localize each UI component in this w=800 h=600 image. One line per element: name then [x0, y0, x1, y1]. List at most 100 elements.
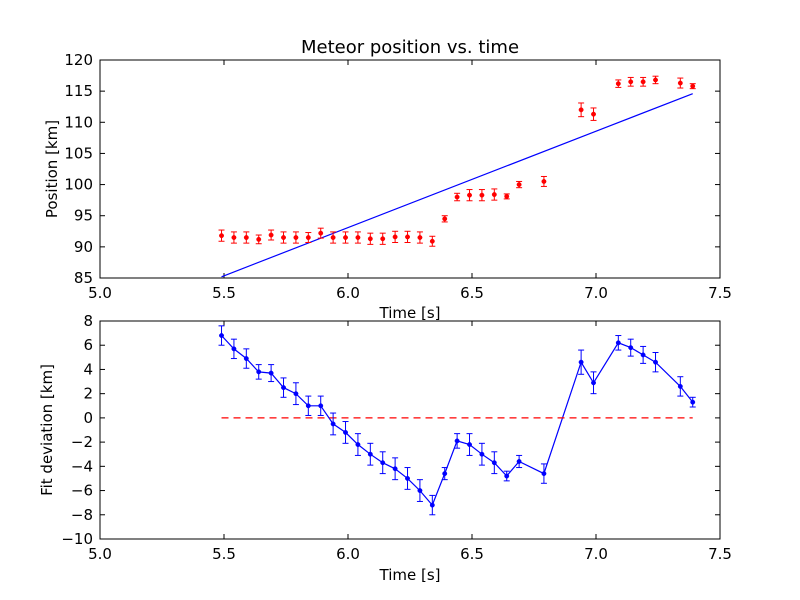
- deviation-ytick-label: 6: [83, 336, 93, 354]
- position-data-point: [491, 192, 497, 197]
- deviation-data-point: [405, 475, 410, 481]
- position-data-point: [467, 192, 472, 198]
- position-data-point: [429, 238, 435, 244]
- position-data-point: [504, 193, 510, 199]
- deviation-ytick-label: −6: [71, 482, 93, 500]
- position-plot-title: Meteor position vs. time: [301, 37, 519, 58]
- position-xtick-label: 7.5: [708, 284, 732, 302]
- deviation-data-point: [690, 399, 696, 405]
- position-data-point: [281, 235, 286, 240]
- position-data-point: [243, 235, 249, 240]
- deviation-data-point: [578, 359, 584, 365]
- position-data-point: [417, 235, 423, 240]
- position-plot: Meteor position vs. time Time [s] Positi…: [43, 37, 732, 322]
- position-data-point: [330, 235, 336, 240]
- position-data-point: [541, 179, 547, 184]
- position-data-point: [268, 232, 274, 238]
- deviation-data-point: [293, 391, 299, 397]
- deviation-data-point: [281, 385, 286, 391]
- deviation-xtick-label: 5.5: [212, 545, 236, 563]
- position-data-point: [318, 230, 324, 236]
- deviation-ytick-label: −4: [71, 457, 93, 475]
- deviation-data-point: [467, 442, 472, 447]
- deviation-plot-ylabel: Fit deviation [km]: [38, 364, 56, 496]
- deviation-data-point: [677, 383, 683, 389]
- deviation-xtick-label: 6.0: [336, 545, 360, 563]
- position-data-point: [516, 182, 522, 188]
- position-data-point: [690, 83, 696, 89]
- position-data-point: [392, 234, 398, 240]
- deviation-data-point: [343, 429, 348, 435]
- deviation-data-point: [516, 459, 522, 464]
- deviation-data-point: [653, 359, 658, 365]
- deviation-ytick-label: −10: [61, 530, 93, 548]
- deviation-data-point: [429, 502, 435, 508]
- deviation-data-point: [628, 345, 634, 351]
- position-xtick-label: 5.5: [212, 284, 236, 302]
- position-data-point: [591, 111, 596, 117]
- deviation-data-point: [268, 370, 274, 376]
- deviation-plot: Time [s] Fit deviation [km] 5.0 5.5 6.0 6.5…: [38, 312, 732, 584]
- position-data-point: [367, 236, 373, 242]
- deviation-data-point: [591, 380, 596, 386]
- deviation-data-point: [640, 352, 646, 358]
- deviation-data-point: [318, 403, 324, 409]
- deviation-data-point: [231, 346, 237, 352]
- deviation-data-point: [256, 369, 262, 375]
- deviation-xtick-label: 7.0: [584, 545, 608, 563]
- deviation-data-point: [219, 333, 224, 338]
- position-data-point: [640, 79, 646, 85]
- position-data-point: [343, 235, 348, 240]
- deviation-ytick-label: 0: [83, 409, 93, 427]
- position-xtick-label: 5.0: [88, 284, 112, 302]
- deviation-data-point: [367, 451, 373, 457]
- position-xtick-label: 6.5: [460, 284, 484, 302]
- deviation-xtick-label: 7.5: [708, 545, 732, 563]
- deviation-line: [221, 335, 694, 507]
- position-data-point: [615, 81, 621, 87]
- position-ytick-label: 90: [74, 238, 93, 256]
- position-data-point: [653, 77, 658, 83]
- position-data-point: [628, 79, 634, 85]
- deviation-data-point: [417, 488, 423, 494]
- position-data-point: [305, 235, 311, 240]
- deviation-data-point: [330, 421, 336, 427]
- deviation-xtick-label: 5.0: [88, 545, 112, 563]
- position-plot-ylabel: Position [km]: [43, 120, 61, 218]
- position-ytick-label: 110: [64, 113, 93, 131]
- position-axes-frame: [99, 59, 721, 279]
- position-ytick-label: 95: [74, 207, 93, 225]
- deviation-ytick-label: 4: [83, 360, 93, 378]
- position-data-point: [231, 235, 237, 240]
- position-plot-xlabel: Time [s]: [379, 304, 441, 322]
- deviation-ytick-label: 8: [83, 312, 93, 330]
- position-ytick-label: 105: [64, 144, 93, 162]
- fit-line: [221, 93, 693, 278]
- position-data-point: [479, 192, 485, 198]
- deviation-data-point: [392, 466, 398, 472]
- deviation-data-point: [504, 473, 510, 479]
- position-xtick-label: 6.0: [336, 284, 360, 302]
- deviation-ytick-label: −2: [71, 433, 93, 451]
- deviation-data-point: [305, 403, 311, 409]
- position-ytick-label: 120: [64, 51, 93, 69]
- deviation-data-point: [442, 471, 448, 477]
- deviation-ytick-label: −8: [71, 506, 93, 524]
- deviation-xtick-label: 6.5: [460, 545, 484, 563]
- position-data-point: [454, 194, 460, 200]
- deviation-data-point: [380, 460, 386, 466]
- deviation-data-point: [479, 451, 485, 457]
- position-ytick-label: 115: [64, 82, 93, 100]
- position-data-point: [677, 80, 683, 86]
- position-data-point: [219, 233, 224, 239]
- position-data-point: [256, 236, 262, 242]
- position-data-point: [293, 235, 299, 240]
- deviation-data-point: [491, 460, 497, 466]
- position-data-point: [442, 216, 448, 222]
- position-ytick-label: 100: [64, 176, 93, 194]
- deviation-data-point: [615, 340, 621, 346]
- deviation-plot-xlabel: Time [s]: [379, 566, 441, 584]
- deviation-axes-frame: [99, 320, 721, 540]
- position-ytick-label: 85: [74, 269, 93, 287]
